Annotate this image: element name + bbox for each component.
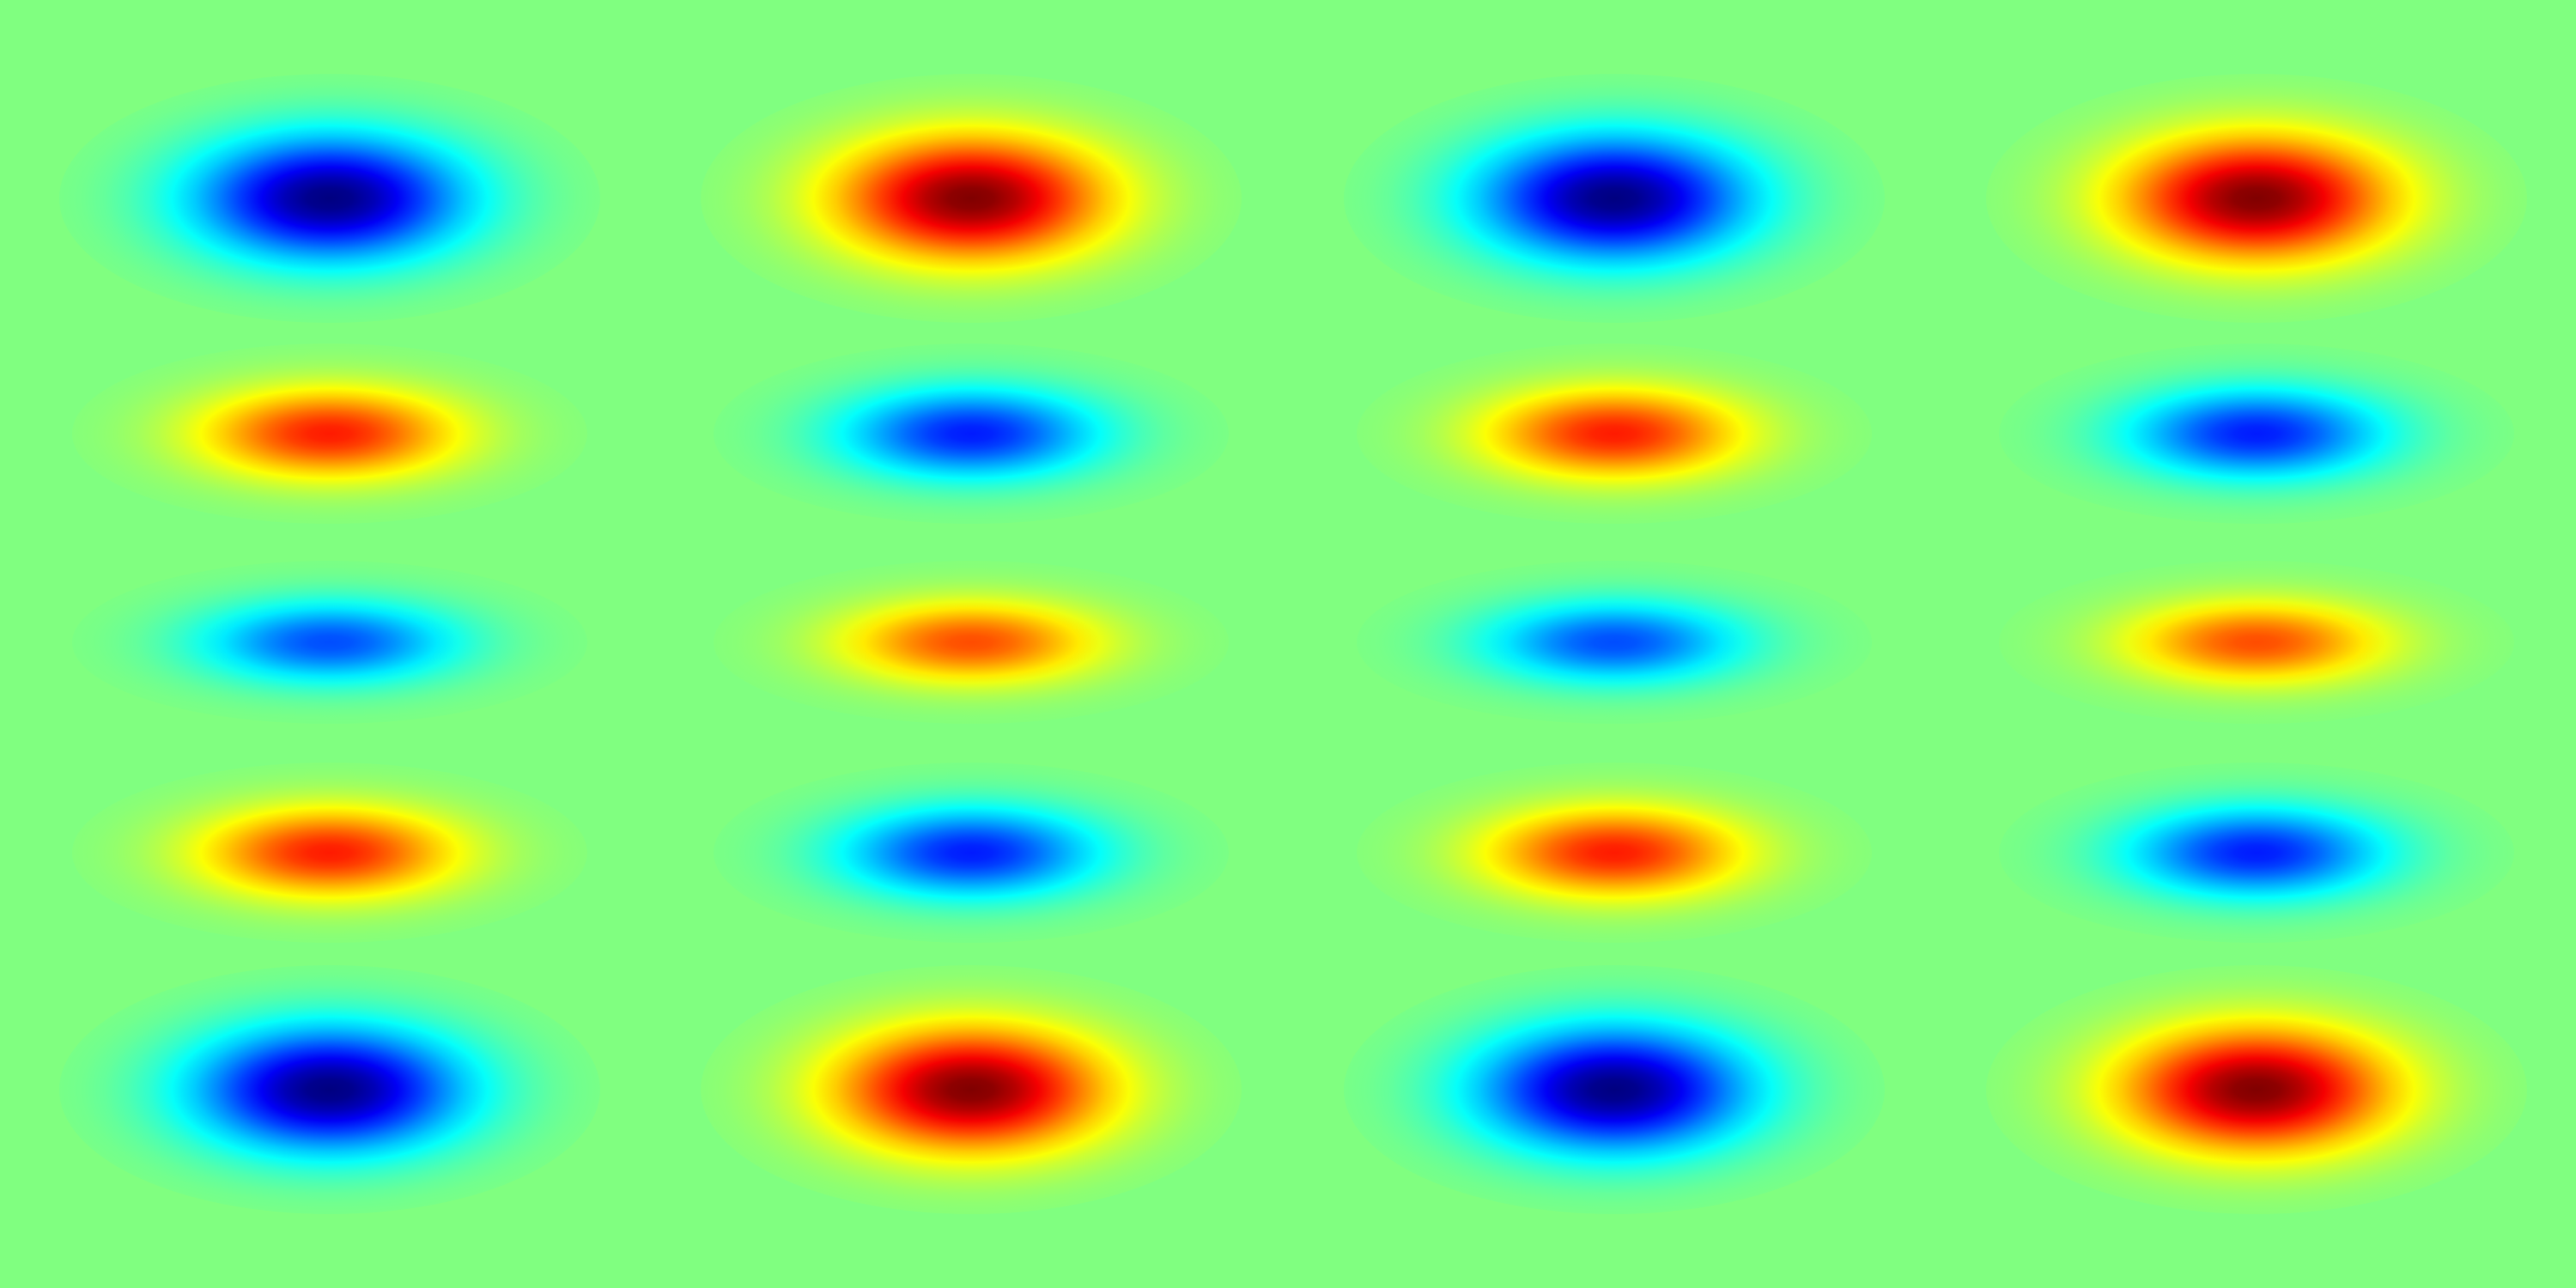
heatmap-blob-r5-c3 — [1344, 965, 1885, 1214]
heatmap-blob-r4-c3 — [1357, 762, 1872, 943]
heatmap-blob-r5-c4 — [1986, 965, 2527, 1214]
heatmap-blob-r2-c4 — [1999, 343, 2514, 524]
heatmap-blob-r4-c2 — [714, 762, 1229, 943]
heatmap-blob-r1-c4 — [1986, 74, 2527, 323]
heatmap-blob-r1-c3 — [1344, 74, 1885, 323]
heatmap-blob-r1-c2 — [701, 74, 1242, 323]
heatmap-blob-r3-c1 — [72, 561, 587, 724]
heatmap-blob-r5-c1 — [59, 965, 600, 1214]
heatmap-blob-r1-c1 — [59, 74, 600, 323]
heatmap-blob-r5-c2 — [701, 965, 1242, 1214]
heatmap-blob-r4-c1 — [72, 762, 587, 943]
heatmap-blob-r2-c2 — [714, 343, 1229, 524]
heatmap-blob-r2-c1 — [72, 343, 587, 524]
heatmap-blob-r3-c4 — [1999, 561, 2514, 724]
heatmap-cells — [59, 74, 2527, 1214]
heatmap-blob-r2-c3 — [1357, 343, 1872, 524]
heatmap-blob-r3-c3 — [1357, 561, 1872, 724]
heatmap-blob-r3-c2 — [714, 561, 1229, 724]
heatmap-blob-r4-c4 — [1999, 762, 2514, 943]
